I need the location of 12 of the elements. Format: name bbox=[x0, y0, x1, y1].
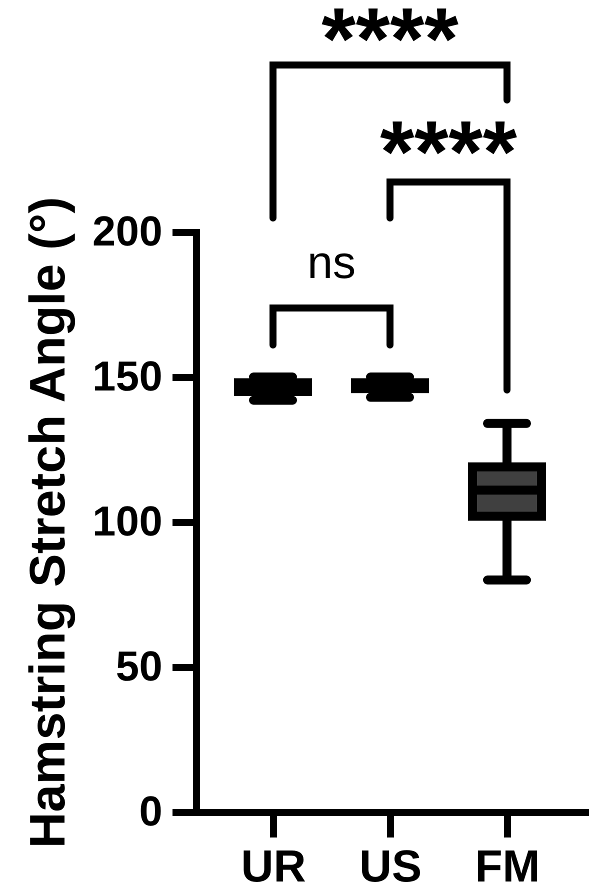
y-tick-label: 50 bbox=[116, 642, 162, 690]
x-tick-label: FM bbox=[475, 840, 540, 892]
y-tick-label: 150 bbox=[92, 352, 162, 400]
y-axis-title: Hamstring Stretch Angle (°) bbox=[19, 196, 76, 848]
y-tick-label: 100 bbox=[92, 498, 162, 544]
text: **** bbox=[380, 102, 518, 201]
text: **** bbox=[322, 0, 460, 88]
x-tick-label: US bbox=[359, 840, 422, 892]
y-tick-label: 200 bbox=[92, 208, 162, 254]
y-tick-label: 0 bbox=[139, 788, 162, 834]
annotation: ns bbox=[307, 236, 356, 288]
x-tick-label: UR bbox=[241, 840, 306, 892]
